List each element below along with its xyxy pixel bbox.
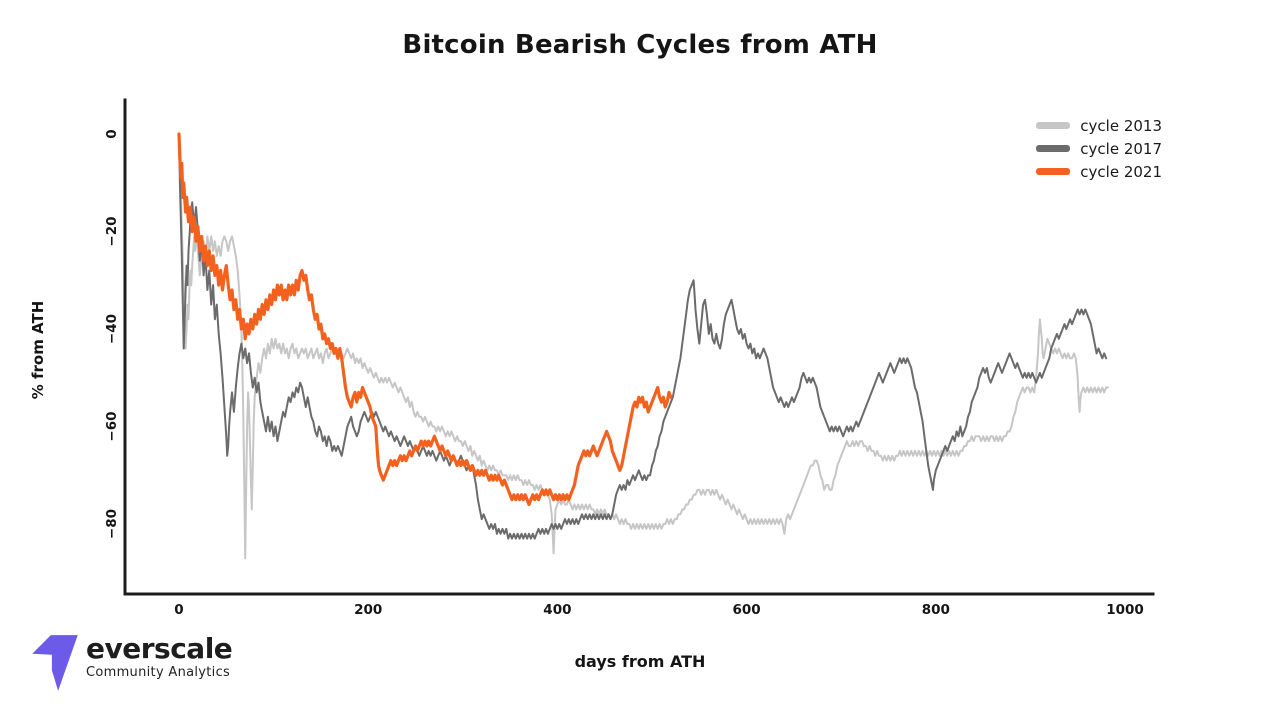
legend-swatch-cycle-2021 [1036, 168, 1071, 175]
legend-label: cycle 2017 [1080, 139, 1162, 158]
series-line-cycle-2013 [178, 133, 1109, 560]
series-line-cycle-2021 [177, 132, 673, 507]
x-tick-label: 400 [543, 602, 571, 618]
y-tick-label: −40 [104, 314, 120, 344]
x-tick-label: 200 [354, 602, 382, 618]
x-axis-label: days from ATH [574, 652, 706, 671]
legend-item-cycle-2021: cycle 2021 [1036, 162, 1162, 181]
legend-label: cycle 2021 [1080, 162, 1162, 181]
x-tick-label: 600 [733, 602, 761, 618]
legend-item-cycle-2017: cycle 2017 [1036, 139, 1162, 158]
legend-swatch-cycle-2013 [1036, 122, 1071, 129]
brand-name: everscale [86, 632, 233, 665]
x-tick-label: 1000 [1106, 602, 1144, 618]
everscale-logo-text: everscale Community Analytics [86, 632, 233, 680]
legend-label: cycle 2013 [1080, 116, 1162, 135]
legend-item-cycle-2013: cycle 2013 [1036, 116, 1162, 135]
legend-swatch-cycle-2017 [1036, 145, 1071, 152]
y-tick-label: −80 [104, 509, 120, 539]
x-tick-label: 800 [922, 602, 950, 618]
everscale-logo-icon [32, 635, 78, 691]
x-tick-label: 0 [174, 602, 183, 618]
brand-tagline: Community Analytics [86, 665, 231, 680]
y-tick-label: −60 [104, 411, 120, 441]
everscale-logo: everscale Community Analytics [30, 632, 233, 693]
y-tick-label: 0 [104, 129, 120, 138]
chart-title: Bitcoin Bearish Cycles from ATH [402, 30, 878, 60]
axis-spines [123, 98, 1155, 596]
y-tick-label: −20 [104, 216, 120, 246]
series-line-cycle-2017 [178, 133, 1108, 540]
legend: cycle 2013 cycle 2017 cycle 2021 [1036, 116, 1162, 181]
